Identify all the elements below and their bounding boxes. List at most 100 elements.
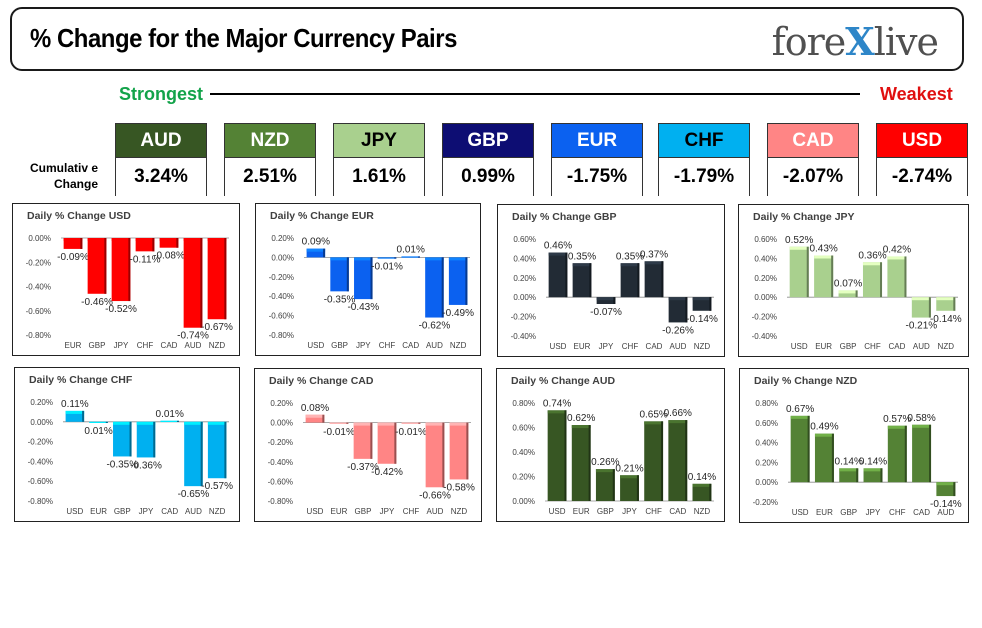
bar-top-highlight bbox=[692, 483, 712, 487]
bar-aud bbox=[425, 422, 445, 488]
x-tick-label: CAD bbox=[669, 507, 686, 516]
logo-text-left: fore bbox=[771, 20, 847, 64]
y-tick-label: 0.20% bbox=[512, 473, 535, 482]
bar-top-highlight bbox=[912, 424, 932, 428]
data-label: 0.67% bbox=[786, 404, 814, 415]
chart-panel-1: Daily % Change USD 0.00% -0.20% -0.40% -0.60… bbox=[12, 203, 240, 356]
x-tick-label: NZD bbox=[450, 341, 467, 350]
bar-nzd bbox=[692, 297, 712, 311]
bar-side-shade bbox=[152, 238, 155, 252]
x-tick-label: NZD bbox=[209, 507, 226, 516]
y-tick-label: 0.00% bbox=[270, 419, 293, 428]
tile-value: 0.99% bbox=[443, 158, 533, 196]
bar-side-shade bbox=[953, 482, 956, 497]
bar-side-shade bbox=[441, 257, 444, 318]
bar-eur bbox=[571, 425, 591, 501]
data-label: -0.49% bbox=[442, 308, 474, 319]
chart-title: Daily % Change JPY bbox=[753, 211, 855, 223]
data-label: 0.43% bbox=[809, 243, 837, 254]
x-tick-label: GBP bbox=[114, 507, 131, 516]
bar-top-highlight bbox=[207, 238, 227, 241]
data-label: 0.65% bbox=[639, 409, 667, 420]
x-tick-label: AUD bbox=[937, 508, 954, 517]
bar-top-highlight bbox=[620, 263, 640, 267]
bar-side-shade bbox=[953, 297, 956, 311]
y-tick-label: 0.00% bbox=[755, 478, 778, 487]
x-tick-label: USD bbox=[66, 507, 83, 516]
bar-cad bbox=[912, 424, 932, 483]
bar-aud bbox=[668, 297, 688, 323]
data-label: -0.01% bbox=[371, 262, 403, 273]
bar-side-shade bbox=[709, 297, 712, 311]
forexlive-logo: foreXlive bbox=[771, 19, 939, 64]
data-label: -0.14% bbox=[930, 499, 962, 510]
data-label: 0.42% bbox=[883, 244, 911, 255]
bar-side-shade bbox=[104, 238, 107, 294]
bar-top-highlight bbox=[87, 238, 107, 241]
data-label: 0.52% bbox=[785, 235, 813, 246]
tile-value: -1.79% bbox=[659, 158, 749, 196]
tile-value: -2.07% bbox=[768, 158, 858, 196]
x-tick-label: JPY bbox=[139, 507, 154, 516]
weakest-label: Weakest bbox=[880, 84, 953, 104]
bar-top-highlight bbox=[814, 255, 834, 259]
tile-value: -1.75% bbox=[552, 158, 642, 196]
bar-aud bbox=[184, 421, 203, 487]
data-label: -0.07% bbox=[590, 307, 622, 318]
bar-top-highlight bbox=[65, 410, 85, 414]
data-label: 0.01% bbox=[397, 244, 425, 255]
x-tick-label: AUD bbox=[426, 341, 443, 350]
x-tick-label: AUD bbox=[670, 342, 687, 351]
bar-side-shade bbox=[929, 424, 932, 483]
data-label: -0.35% bbox=[106, 459, 138, 470]
data-label: -0.46% bbox=[81, 297, 113, 308]
data-label: -0.35% bbox=[324, 294, 356, 305]
data-label: -0.67% bbox=[201, 322, 233, 333]
x-tick-label: AUD bbox=[913, 342, 930, 351]
x-tick-label: GBP bbox=[331, 341, 348, 350]
x-tick-label: NZD bbox=[938, 342, 955, 351]
data-label: -0.09% bbox=[57, 252, 89, 263]
bar-top-highlight bbox=[547, 410, 567, 414]
data-label: -0.57% bbox=[201, 481, 233, 492]
tile-jpy: JPY 1.61% bbox=[333, 123, 425, 196]
data-label: -0.58% bbox=[443, 482, 475, 493]
bar-side-shade bbox=[466, 422, 469, 480]
bar-side-shade bbox=[565, 252, 568, 298]
bar-chf bbox=[862, 262, 883, 298]
x-tick-label: NZD bbox=[694, 507, 711, 516]
bar-side-shade bbox=[880, 262, 883, 298]
bar-top-highlight bbox=[862, 262, 883, 266]
y-tick-label: -0.60% bbox=[26, 307, 51, 316]
y-tick-label: 0.20% bbox=[271, 234, 294, 243]
bar-aud bbox=[911, 297, 931, 318]
bar-top-highlight bbox=[790, 415, 810, 419]
y-tick-label: 0.20% bbox=[513, 274, 536, 283]
x-tick-label: CAD bbox=[402, 341, 419, 350]
bar-usd bbox=[305, 414, 325, 423]
bar-top-highlight bbox=[911, 297, 931, 301]
y-tick-label: 0.60% bbox=[513, 235, 536, 244]
bar-top-highlight bbox=[572, 263, 592, 267]
chart-panel-5: Daily % Change CHF 0.20% 0.00% -0.20% -0.40%… bbox=[14, 367, 240, 522]
cumulative-change-label: Cumulativ e Change bbox=[29, 161, 98, 191]
bar-jpy bbox=[111, 238, 131, 302]
bar-top-highlight bbox=[887, 425, 907, 429]
data-label: 0.66% bbox=[664, 408, 692, 419]
tile-currency: AUD bbox=[116, 124, 206, 158]
data-label: -0.37% bbox=[347, 462, 379, 473]
tile-nzd: NZD 2.51% bbox=[224, 123, 316, 196]
x-tick-label: CHF bbox=[645, 507, 662, 516]
bar-gbp bbox=[839, 468, 859, 483]
tile-usd: USD -2.74% bbox=[876, 123, 968, 196]
chart-title: Daily % Change CHF bbox=[29, 374, 133, 386]
bar-eur bbox=[572, 263, 592, 298]
x-tick-label: USD bbox=[792, 508, 809, 517]
x-tick-label: GBP bbox=[840, 508, 857, 517]
bar-gbp bbox=[113, 421, 132, 457]
bar-usd bbox=[790, 415, 810, 483]
data-label: 0.26% bbox=[591, 457, 619, 468]
x-tick-label: AUD bbox=[185, 507, 202, 516]
bar-top-highlight bbox=[353, 422, 373, 426]
strongest-label: Strongest bbox=[119, 84, 204, 104]
